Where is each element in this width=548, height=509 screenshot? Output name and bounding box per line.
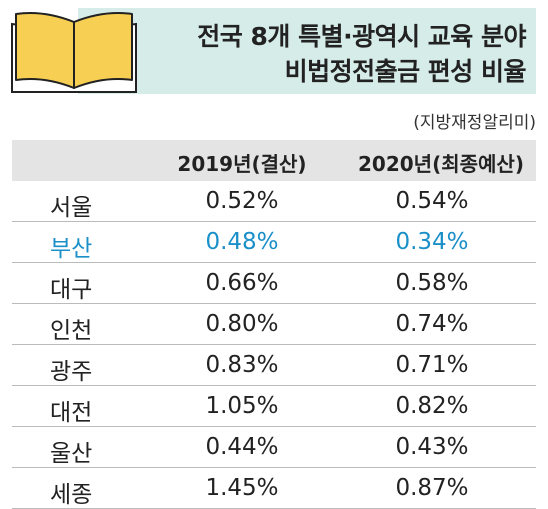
table-row: 광주 0.83% 0.71% xyxy=(12,344,536,385)
header: 전국 8개 특별·광역시 교육 분야 비법정전출금 편성 비율 xyxy=(0,0,548,100)
table-row: 부산 0.48% 0.34% xyxy=(12,221,536,262)
city-name: 세종 xyxy=(50,482,93,508)
value-2019: 0.66% xyxy=(205,270,279,296)
value-2019: 1.45% xyxy=(205,475,279,501)
value-2020: 0.71% xyxy=(395,352,469,378)
table-row: 세종 1.45% 0.87% xyxy=(12,467,536,508)
value-2020: 0.58% xyxy=(395,270,469,296)
value-2019: 0.83% xyxy=(205,352,279,378)
value-2020: 0.87% xyxy=(395,475,469,501)
table-body: 서울 0.52% 0.54% 부산 0.48% 0.34% 대구 0.66% 0.58% 인천 0.… xyxy=(12,181,536,509)
source-label: (지방재정알리미) xyxy=(413,113,536,133)
value-2019: 0.52% xyxy=(205,188,279,214)
city-name: 인천 xyxy=(50,318,93,344)
city-name: 대구 xyxy=(50,277,93,303)
value-2019: 0.48% xyxy=(205,229,279,255)
title-line-1: 전국 8개 특별·광역시 교육 분야 xyxy=(197,22,526,51)
title-band xyxy=(78,8,536,94)
value-2020: 0.43% xyxy=(395,434,469,460)
column-header-2019: 2019년(결산) xyxy=(177,152,307,176)
value-2020: 0.34% xyxy=(395,229,469,255)
value-2019: 0.80% xyxy=(205,311,279,337)
value-2019: 1.05% xyxy=(205,393,279,419)
table-row: 울산 0.44% 0.43% xyxy=(12,426,536,467)
city-name: 울산 xyxy=(50,441,93,467)
table-row: 대전 1.05% 0.82% xyxy=(12,385,536,426)
value-2020: 0.82% xyxy=(395,393,469,419)
value-2019: 0.44% xyxy=(205,434,279,460)
data-table: 2019년(결산) 2020년(최종예산) 서울 0.52% 0.54% 부산 0.48… xyxy=(12,140,536,509)
city-name: 대전 xyxy=(50,400,93,426)
city-name: 서울 xyxy=(50,195,93,221)
table-row: 대구 0.66% 0.58% xyxy=(12,262,536,303)
open-book-icon xyxy=(11,12,137,93)
table-header-row: 2019년(결산) 2020년(최종예산) xyxy=(12,140,536,181)
table-row: 서울 0.52% 0.54% xyxy=(12,181,536,221)
city-name: 부산 xyxy=(50,236,93,262)
value-2020: 0.74% xyxy=(395,311,469,337)
column-header-2020: 2020년(최종예산) xyxy=(358,152,524,176)
title-line-2: 비법정전출금 편성 비율 xyxy=(284,57,527,86)
city-name: 광주 xyxy=(50,359,93,385)
value-2020: 0.54% xyxy=(395,188,469,214)
table-row: 인천 0.80% 0.74% xyxy=(12,303,536,344)
